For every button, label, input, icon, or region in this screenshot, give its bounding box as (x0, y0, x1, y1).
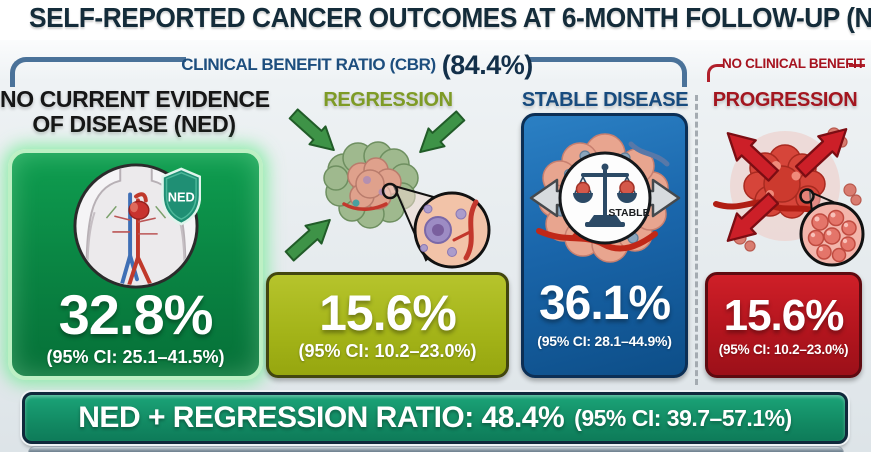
bottom-partial-bar (28, 446, 844, 452)
page-title-text: SELF-REPORTED CANCER OUTCOMES AT 6-MONTH… (29, 2, 871, 33)
header-ned: NO CURRENT EVIDENCE OF DISEASE (NED) (0, 86, 270, 137)
panel-regression: 15.6% (95% CI: 10.2–23.0%) (266, 272, 509, 378)
cbr-label: CLINICAL BENEFIT RATIO (CBR) (181, 55, 436, 74)
magnifier-inset-icon (381, 182, 491, 269)
ned-shield-icon: NED (160, 167, 201, 226)
panel-ned: NED 32.8% (95% CI: 25.1–41.5%) (8, 149, 263, 380)
progression-tumor-illustration (713, 127, 865, 267)
header-ned-line1: NO CURRENT EVIDENCE (0, 86, 270, 112)
outward-arrow-icon (726, 128, 848, 242)
shrinking-tumor (323, 141, 419, 229)
magnifier-inset-icon (799, 188, 865, 267)
footer-ratio-label: NED + REGRESSION RATIO: 48.4% (78, 401, 565, 434)
cbr-bracket-left (10, 57, 186, 87)
footer-ratio-ci: (95% CI: 39.7–57.1%) (574, 404, 792, 431)
progression-value: 15.6% (723, 290, 845, 340)
no-benefit-bracket-left (707, 64, 723, 82)
stable-badge-label: STABLE (608, 207, 649, 219)
cbr-bracket-label-row: CLINICAL BENEFIT RATIO (CBR) (84.4%) (181, 48, 533, 82)
balance-scale-icon: STABLE (558, 151, 651, 245)
cbr-bracket-right (528, 57, 687, 87)
regression-ci: (95% CI: 10.2–23.0%) (298, 341, 477, 361)
no-benefit-bracket-right (849, 64, 865, 67)
stable-value: 36.1% (538, 277, 671, 330)
ned-regression-ratio-banner: NED + REGRESSION RATIO: 48.4% (95% CI: 3… (22, 392, 848, 444)
ned-value: 32.8% (58, 283, 214, 346)
page-title: SELF-REPORTED CANCER OUTCOMES AT 6-MONTH… (0, 2, 871, 34)
cbr-value: (84.4%) (441, 49, 534, 80)
ned-ci: (95% CI: 25.1–41.5%) (46, 347, 225, 367)
inward-arrow-icon (284, 108, 466, 262)
header-stable-disease: STABLE DISEASE (521, 89, 689, 111)
header-ned-line2: OF DISEASE (NED) (32, 111, 236, 137)
progression-ci: (95% CI: 10.2–23.0%) (718, 341, 849, 357)
panel-progression: 15.6% (95% CI: 10.2–23.0%) (705, 272, 862, 378)
stable-tumor-illustration: STABLE (529, 133, 680, 263)
stable-ci: (95% CI: 28.1–44.9%) (537, 333, 672, 349)
header-regression: REGRESSION (323, 89, 453, 111)
no-benefit-label: NO CLINICAL BENEFIT (722, 56, 865, 71)
header-progression: PROGRESSION (712, 89, 858, 111)
clinical-benefit-divider-line (695, 95, 698, 385)
ned-anatomy-illustration: NED (72, 163, 201, 289)
panel-stable-disease: STABLE 36.1% (95% CI: 28.1–44.9%) (521, 113, 688, 378)
ned-badge-label: NED (167, 189, 194, 204)
regression-value: 15.6% (319, 285, 457, 341)
regression-tumor-illustration (284, 108, 491, 269)
